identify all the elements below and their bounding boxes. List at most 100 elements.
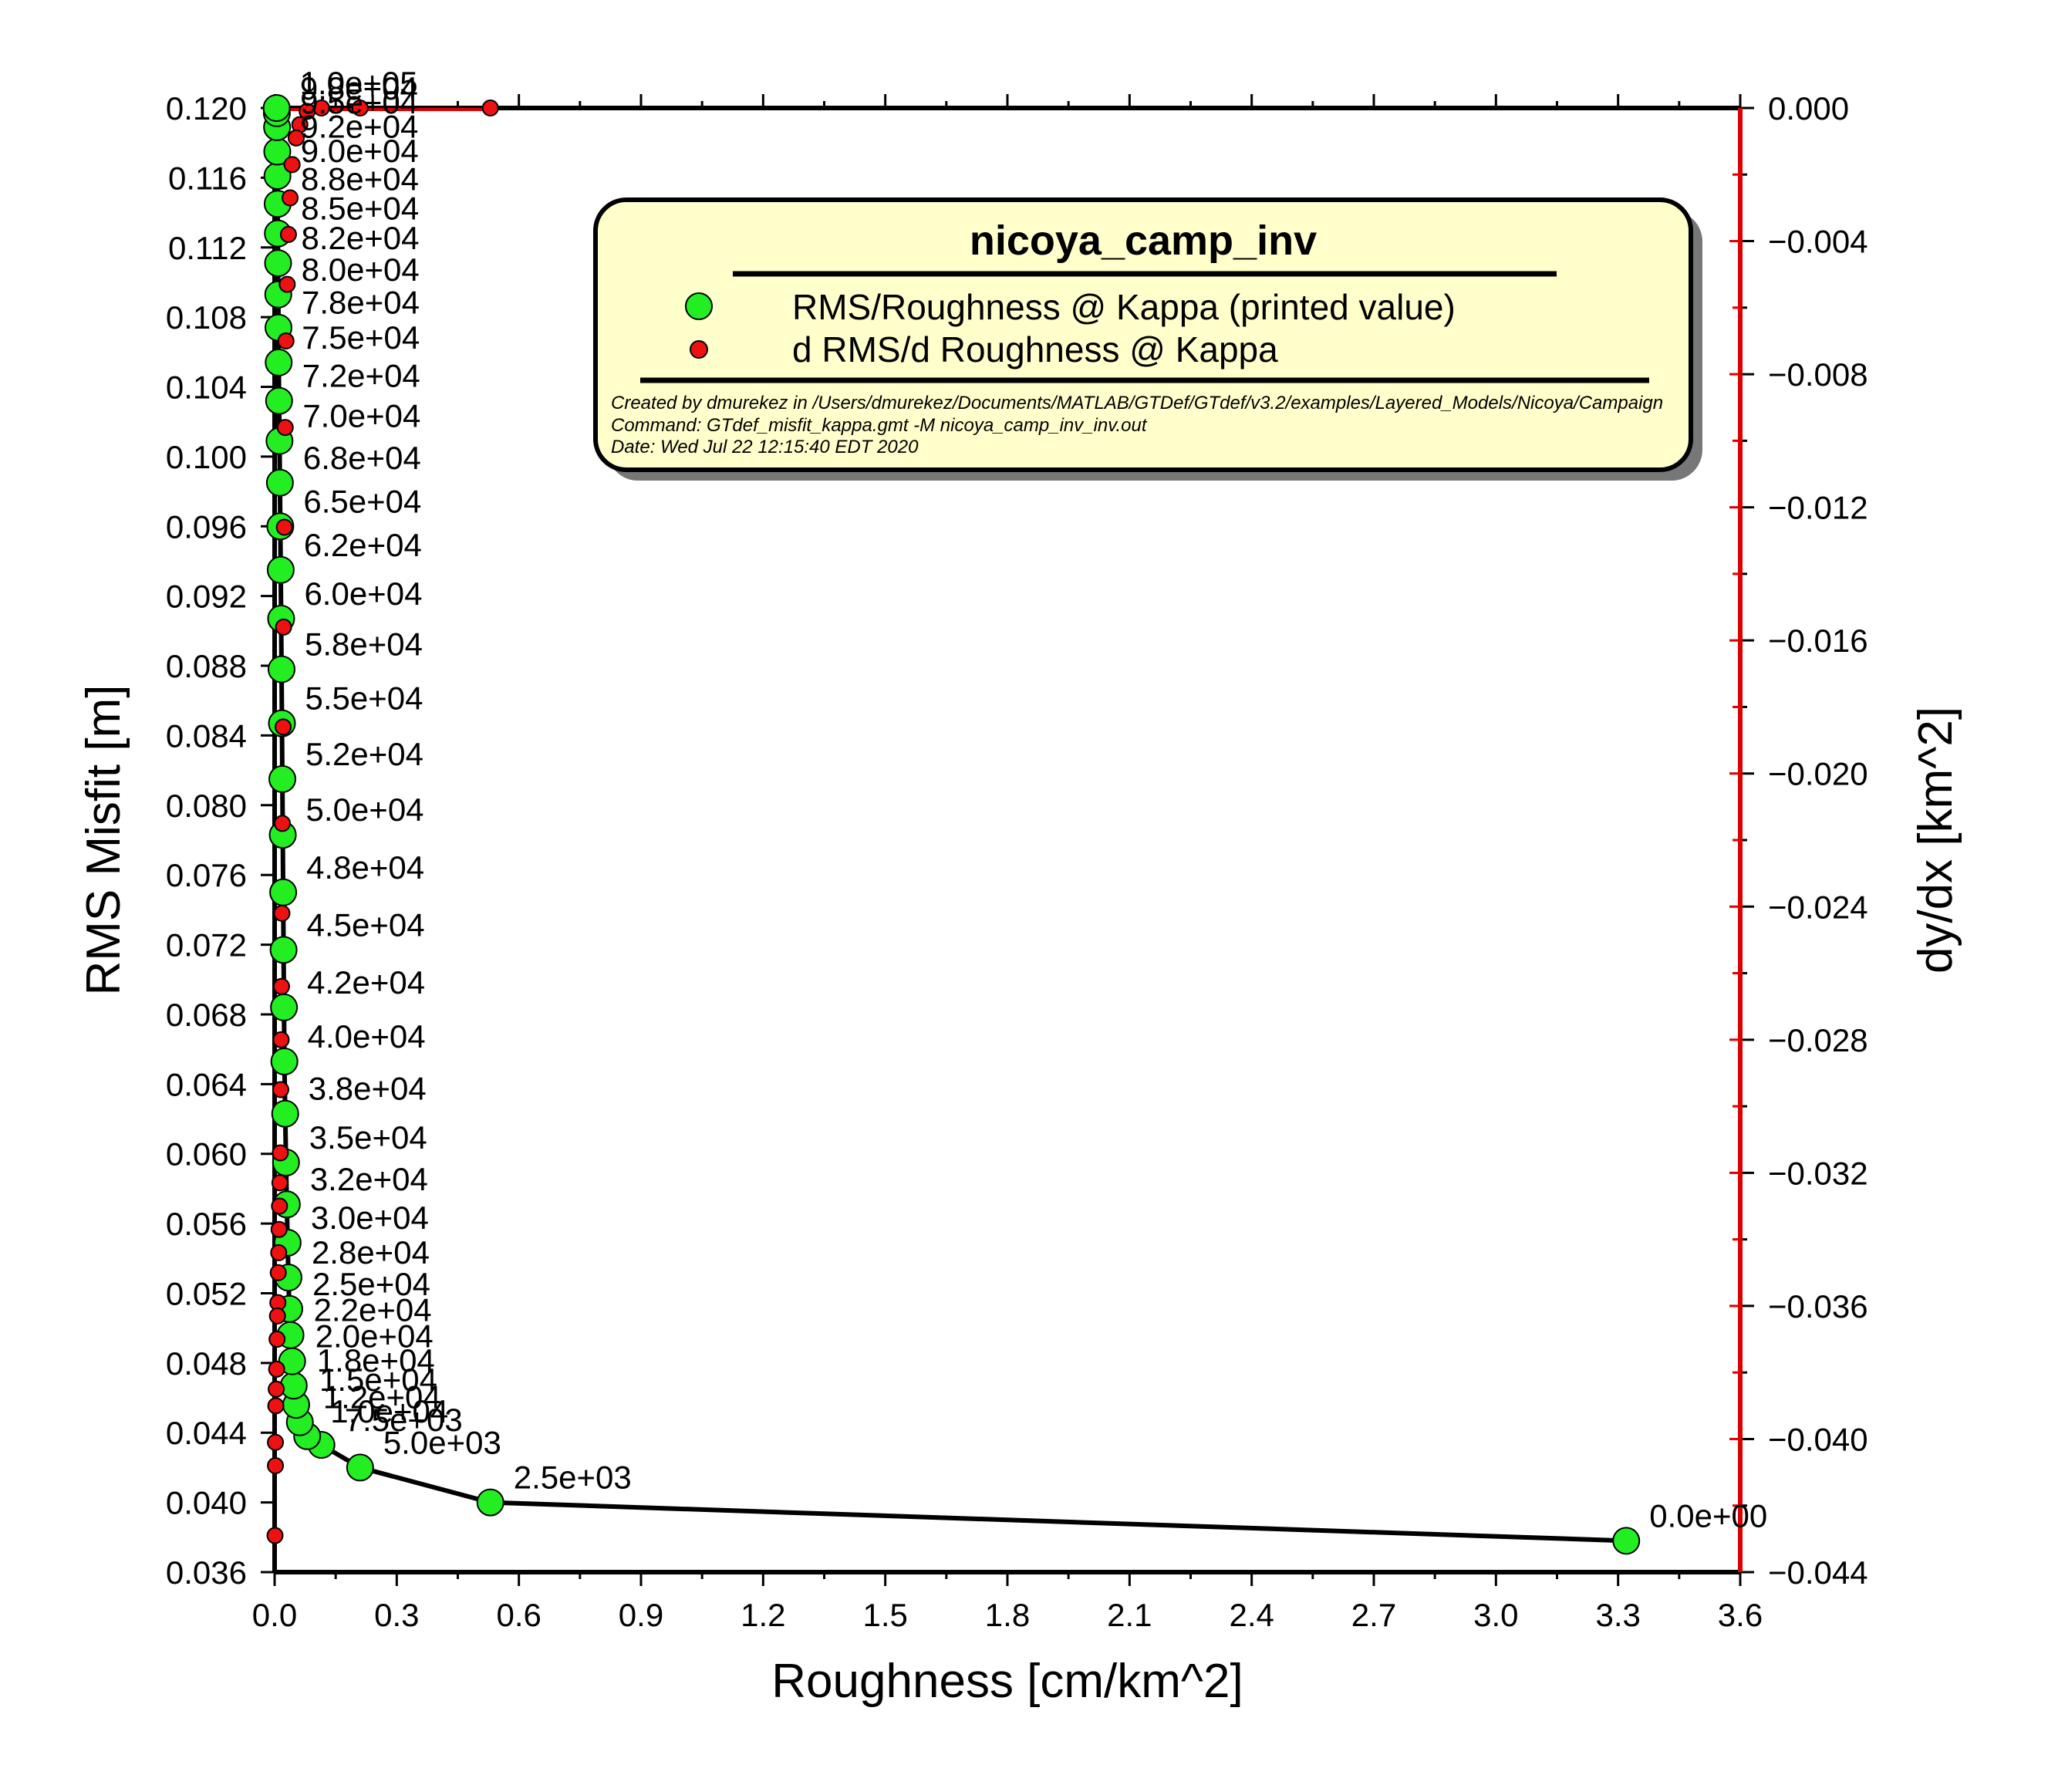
y-tick-label: 0.048 — [166, 1345, 247, 1382]
derivative-point — [351, 100, 369, 116]
rms-point — [265, 468, 294, 497]
derivative-point — [279, 225, 297, 243]
x-tick-label: 0.0 — [252, 1597, 297, 1633]
y2-tick-label: −0.032 — [1768, 1155, 1868, 1191]
rms-point — [266, 555, 295, 584]
derivative-point — [267, 1433, 285, 1451]
legend-title: nicoya_camp_inv — [970, 218, 1317, 264]
kappa-label: 6.0e+04 — [304, 575, 422, 612]
derivative-point — [268, 1360, 285, 1378]
y-tick-label: 0.084 — [166, 717, 247, 754]
x-tick-label: 1.8 — [985, 1597, 1030, 1633]
kappa-label: 6.2e+04 — [304, 527, 422, 563]
y2-axis-ticks: −0.044 −0.040 −0.036 −0.032 −0.028 −0.024 −0.0… — [1729, 90, 1868, 1591]
kappa-label: 3.0e+04 — [311, 1200, 429, 1236]
derivative-point — [287, 129, 305, 147]
derivative-point — [277, 332, 295, 349]
kappa-label: 2.8e+04 — [312, 1234, 430, 1271]
x-tick-label: 3.0 — [1473, 1597, 1518, 1633]
derivative-point — [274, 815, 292, 832]
kappa-label: 6.8e+04 — [303, 440, 421, 476]
y-tick-label: 0.100 — [166, 439, 247, 475]
legend-box — [593, 197, 1693, 472]
kappa-label: 7.5e+03 — [345, 1402, 463, 1438]
y-tick-label: 0.044 — [166, 1415, 247, 1451]
kappa-label: 8.5e+04 — [301, 191, 419, 227]
y-tick-label: 0.096 — [166, 508, 247, 545]
kappa-label: 1.8e+04 — [317, 1342, 435, 1379]
kappa-label: 9.8e+04 — [300, 70, 418, 106]
derivative-point — [275, 518, 293, 536]
y-tick-label: 0.060 — [166, 1136, 247, 1173]
x-tick-label: 2.1 — [1107, 1597, 1152, 1633]
y2-tick-label: −0.020 — [1768, 756, 1868, 792]
y2-axis-title: dy/dx [km^2] — [1909, 707, 1962, 974]
derivative-point — [481, 100, 499, 116]
rms-point — [346, 1453, 374, 1482]
y-tick-label: 0.076 — [166, 857, 247, 893]
derivative-point — [272, 1081, 289, 1098]
y2-tick-label: −0.012 — [1768, 490, 1868, 526]
kappa-label: 0.0e+00 — [1649, 1497, 1767, 1534]
derivative-point — [270, 1220, 288, 1238]
kappa-label: 7.5e+04 — [302, 319, 420, 356]
y2-tick-label: −0.024 — [1768, 889, 1868, 925]
y2-tick-label: −0.008 — [1768, 356, 1868, 393]
derivative-point — [270, 1244, 288, 1261]
y2-tick-label: −0.044 — [1768, 1554, 1868, 1591]
y-tick-label: 0.040 — [166, 1485, 247, 1521]
x-tick-label: 0.3 — [374, 1597, 419, 1633]
y-tick-label: 0.064 — [166, 1066, 247, 1102]
rms-point — [267, 655, 295, 683]
rms-point — [269, 878, 298, 906]
x-tick-label: 3.6 — [1718, 1597, 1763, 1633]
y-tick-label: 0.080 — [166, 788, 247, 824]
legend-note-created: Created by dmurekez in /Users/dmurekez/D… — [611, 393, 1663, 413]
kappa-label: 2.0e+04 — [315, 1318, 434, 1355]
kappa-label: 5.5e+04 — [305, 680, 423, 717]
derivative-markers — [266, 100, 499, 1544]
x-tick-label: 2.4 — [1229, 1597, 1274, 1633]
kappa-label: 9.0e+04 — [301, 133, 419, 169]
rms-point — [279, 1372, 308, 1400]
rms-point — [269, 936, 298, 964]
kappa-label: 1.2e+04 — [323, 1379, 441, 1416]
y-tick-label: 0.056 — [166, 1206, 247, 1242]
legend: nicoya_camp_inv RMS/Roughness @ Kappa (p… — [593, 197, 1702, 481]
derivative-point — [275, 618, 292, 636]
derivative-point — [271, 1197, 288, 1215]
kappa-label: 4.8e+04 — [306, 849, 424, 886]
y-tick-label: 0.088 — [166, 648, 247, 684]
kappa-label: 4.2e+04 — [307, 964, 425, 1001]
kappa-label: 7.2e+04 — [302, 358, 420, 394]
legend-note-command: Command: GTdef_misfit_kappa.gmt -M nicoy… — [611, 415, 1148, 436]
derivative-point — [268, 1307, 286, 1325]
rms-point — [1612, 1527, 1641, 1555]
y2-tick-label: −0.036 — [1768, 1288, 1868, 1325]
derivative-point — [269, 1264, 287, 1281]
kappa-label: 7.8e+04 — [302, 285, 420, 321]
derivative-point — [283, 156, 301, 174]
y-tick-label: 0.120 — [166, 90, 247, 127]
legend-note-date: Date: Wed Jul 22 12:15:40 EDT 2020 — [611, 437, 919, 457]
y-tick-label: 0.072 — [166, 927, 247, 963]
y-axis-title: RMS Misfit [m] — [77, 685, 130, 996]
x-tick-label: 0.9 — [619, 1597, 663, 1633]
x-axis-ticks: 0.0 0.3 0.6 0.9 1.2 1.5 1.8 2.1 2.4 2.7 3.0 3.3 3.6 — [252, 94, 1763, 1633]
derivative-point — [266, 1527, 284, 1544]
derivative-point — [278, 275, 296, 293]
rms-point — [268, 764, 297, 793]
kappa-label: 8.0e+04 — [302, 251, 420, 288]
y2-tick-label: −0.028 — [1768, 1022, 1868, 1058]
rms-point — [270, 993, 299, 1021]
rms-point — [264, 249, 292, 278]
derivative-point — [273, 904, 291, 922]
kappa-label: 1.0e+05 — [300, 65, 418, 101]
kappa-label: 4.0e+04 — [308, 1018, 426, 1055]
kappa-label: 9.2e+04 — [300, 108, 418, 144]
y-tick-label: 0.112 — [168, 230, 247, 266]
rms-point — [476, 1488, 504, 1517]
kappa-label: 2.5e+04 — [312, 1266, 430, 1302]
y-tick-label: 0.108 — [166, 299, 247, 336]
kappa-label: 9.5e+04 — [300, 84, 418, 120]
